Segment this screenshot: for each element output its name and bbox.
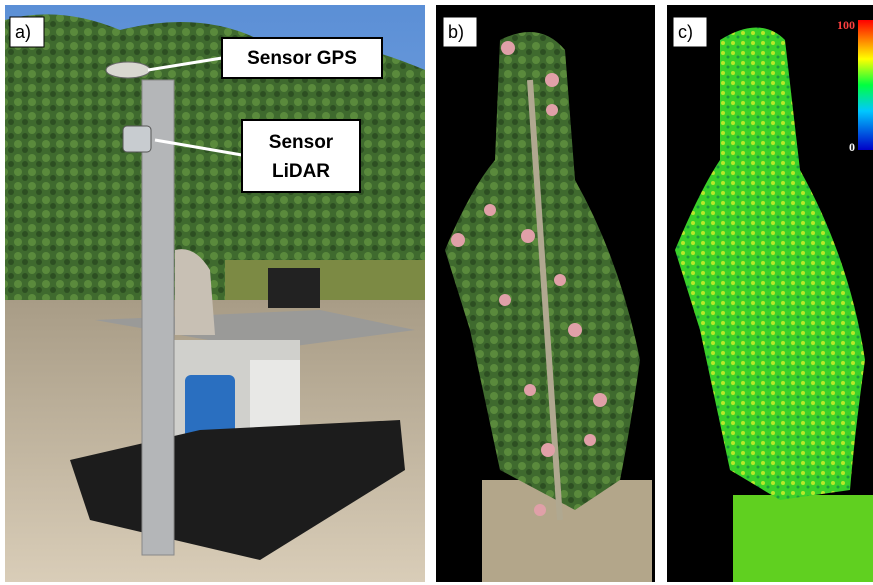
panel-label: c) — [678, 22, 693, 42]
panel-c: 100 0 c) — [667, 5, 873, 582]
panel-b: b) — [436, 5, 655, 582]
panel-label: b) — [448, 22, 464, 42]
colorbar-min: 0 — [849, 140, 855, 154]
laptop — [268, 268, 320, 308]
callout-text: Sensor — [269, 132, 334, 153]
callout-text: LiDAR — [272, 161, 330, 182]
gps-antenna — [106, 62, 150, 78]
grass — [225, 260, 425, 300]
lidar-sensor — [123, 126, 151, 152]
colorbar-max: 100 — [837, 18, 855, 32]
colorbar — [858, 20, 873, 150]
figure: Sensor GPS Sensor LiDAR a) b) 100 0 c) — [0, 0, 873, 585]
panel-label: a) — [15, 22, 31, 42]
panel-a: Sensor GPS Sensor LiDAR a) — [5, 5, 425, 582]
ground-cloud — [733, 495, 873, 582]
callout-text: Sensor GPS — [247, 48, 357, 69]
